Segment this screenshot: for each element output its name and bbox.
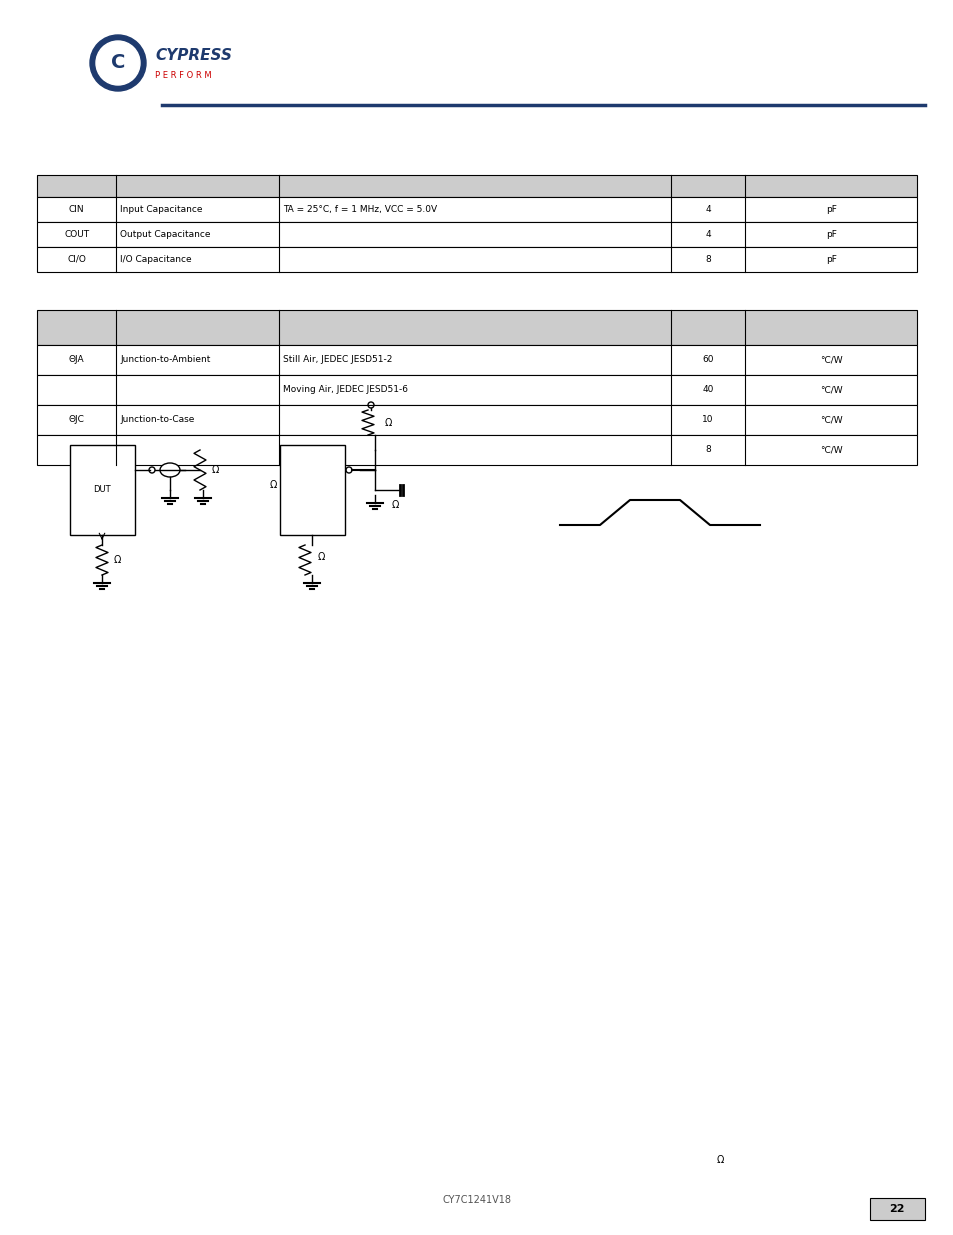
Text: Input Capacitance: Input Capacitance	[120, 205, 202, 214]
Text: Moving Air, JEDEC JESD51-6: Moving Air, JEDEC JESD51-6	[283, 385, 408, 394]
Bar	[37, 175, 916, 198]
Text: 8: 8	[704, 254, 710, 264]
Bar	[70, 445, 135, 535]
Bar	[37, 345, 916, 375]
Text: DUT: DUT	[93, 485, 111, 494]
Text: 60: 60	[701, 356, 713, 364]
Text: °C/W: °C/W	[819, 356, 841, 364]
Text: CYPRESS: CYPRESS	[154, 47, 232, 63]
Ellipse shape	[160, 463, 180, 477]
Text: CIN: CIN	[69, 205, 84, 214]
Text: 4: 4	[704, 230, 710, 240]
Text: Still Air, JEDEC JESD51-2: Still Air, JEDEC JESD51-2	[283, 356, 392, 364]
Text: CY7C1241V18: CY7C1241V18	[442, 1195, 511, 1205]
Bar	[37, 247, 916, 272]
Text: pF: pF	[825, 254, 836, 264]
Text: Ω: Ω	[716, 1155, 723, 1165]
Circle shape	[96, 41, 140, 85]
Text: ΘJC: ΘJC	[69, 415, 85, 425]
Bar	[37, 375, 916, 405]
Bar	[37, 405, 916, 435]
Bar	[37, 198, 916, 222]
Text: 40: 40	[701, 385, 713, 394]
Text: CI/O: CI/O	[67, 254, 86, 264]
Text: 22: 22	[888, 1204, 903, 1214]
Text: Ω: Ω	[113, 555, 121, 564]
Text: 8: 8	[704, 446, 710, 454]
Text: Ω: Ω	[317, 552, 325, 562]
Text: ΘJA: ΘJA	[69, 356, 84, 364]
Text: °C/W: °C/W	[819, 385, 841, 394]
Text: Junction-to-Ambient: Junction-to-Ambient	[120, 356, 211, 364]
Bar	[869, 1198, 924, 1220]
Text: Junction-to-Case: Junction-to-Case	[120, 415, 194, 425]
Text: I/O Capacitance: I/O Capacitance	[120, 254, 192, 264]
Text: Output Capacitance: Output Capacitance	[120, 230, 211, 240]
Text: pF: pF	[825, 230, 836, 240]
Text: C: C	[111, 53, 125, 73]
Text: P E R F O R M: P E R F O R M	[154, 70, 212, 79]
Bar	[37, 435, 916, 466]
Text: Ω: Ω	[212, 466, 219, 475]
Text: Ω: Ω	[270, 480, 277, 490]
Text: 4: 4	[704, 205, 710, 214]
Circle shape	[90, 35, 146, 91]
Text: pF: pF	[825, 205, 836, 214]
Bar	[37, 310, 916, 345]
Text: Ω: Ω	[391, 500, 398, 510]
Bar	[280, 445, 345, 535]
Text: TA = 25°C, f = 1 MHz, VCC = 5.0V: TA = 25°C, f = 1 MHz, VCC = 5.0V	[283, 205, 436, 214]
Bar	[37, 222, 916, 247]
Text: COUT: COUT	[64, 230, 89, 240]
Text: °C/W: °C/W	[819, 446, 841, 454]
Text: 10: 10	[701, 415, 713, 425]
Text: Ω: Ω	[385, 417, 392, 429]
Text: °C/W: °C/W	[819, 415, 841, 425]
